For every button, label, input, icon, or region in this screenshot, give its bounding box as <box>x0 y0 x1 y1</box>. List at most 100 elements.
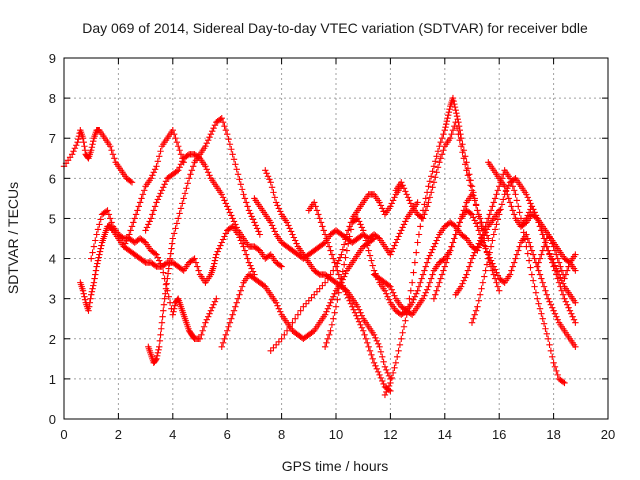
data-point <box>536 223 544 230</box>
data-point <box>389 245 397 252</box>
data-point <box>338 251 345 258</box>
data-point <box>157 148 164 155</box>
data-point <box>347 300 355 307</box>
data-point <box>81 296 89 303</box>
data-point <box>491 266 499 273</box>
data-point <box>128 223 136 230</box>
data-point <box>482 267 489 274</box>
data-point <box>543 235 550 242</box>
data-point <box>388 248 395 255</box>
data-point <box>89 141 96 148</box>
data-point <box>79 287 87 294</box>
data-point <box>392 239 400 246</box>
data-point <box>218 191 225 198</box>
data-point <box>535 267 542 274</box>
series-trace-20 <box>517 203 579 306</box>
data-point <box>320 227 327 234</box>
data-point <box>170 230 178 237</box>
data-point <box>212 254 219 261</box>
data-point <box>433 237 440 244</box>
data-point <box>448 131 455 138</box>
data-point <box>558 267 565 274</box>
data-point <box>459 149 466 156</box>
data-point <box>253 225 261 232</box>
data-point <box>471 197 478 204</box>
data-point <box>383 290 390 297</box>
data-point <box>305 297 312 304</box>
data-point <box>553 265 560 272</box>
data-point <box>550 243 557 250</box>
data-point <box>468 187 476 194</box>
data-point <box>330 255 337 262</box>
data-point <box>534 215 541 222</box>
data-point <box>472 246 480 253</box>
data-point <box>510 176 518 183</box>
data-point <box>151 203 159 210</box>
data-point <box>468 255 476 262</box>
data-point <box>357 309 364 316</box>
data-point <box>195 267 202 274</box>
data-point <box>160 184 167 191</box>
data-point <box>153 199 160 206</box>
data-point <box>476 219 484 226</box>
data-point <box>423 203 431 210</box>
x-axis-label: GPS time / hours <box>282 458 389 474</box>
data-point <box>455 131 462 138</box>
data-point <box>400 185 408 192</box>
data-point <box>453 109 460 117</box>
data-point <box>320 240 327 247</box>
data-point <box>339 268 346 275</box>
data-point <box>566 307 574 314</box>
data-point <box>479 279 487 286</box>
data-point <box>421 267 428 274</box>
data-point <box>531 255 538 262</box>
data-point <box>368 351 375 359</box>
data-point <box>428 249 435 256</box>
data-point <box>225 206 232 213</box>
data-point <box>210 263 217 270</box>
data-point <box>204 169 212 176</box>
data-point <box>549 256 556 263</box>
data-point <box>430 179 438 186</box>
data-point <box>342 288 349 295</box>
data-point <box>498 201 506 208</box>
data-point <box>494 283 502 290</box>
data-point <box>425 199 432 206</box>
data-point <box>392 359 400 367</box>
data-point <box>406 197 413 204</box>
data-point <box>293 240 300 247</box>
data-point <box>428 173 435 180</box>
data-point <box>240 191 247 198</box>
data-point <box>422 289 429 296</box>
chart-title: Day 069 of 2014, Sidereal Day-to-day VTE… <box>82 20 588 36</box>
data-point <box>557 263 564 270</box>
data-point <box>274 302 281 309</box>
data-point <box>540 320 548 327</box>
data-point <box>425 255 432 262</box>
data-point <box>260 282 268 289</box>
data-point <box>485 215 492 222</box>
data-point <box>292 237 299 244</box>
data-point <box>154 196 162 203</box>
data-point <box>175 143 182 150</box>
data-point <box>494 216 502 223</box>
data-point <box>471 217 478 224</box>
data-point <box>188 167 196 174</box>
data-point <box>539 315 546 322</box>
data-point <box>324 239 332 246</box>
data-point <box>92 237 99 244</box>
data-point <box>385 282 393 289</box>
data-point <box>434 234 442 241</box>
data-point <box>536 305 544 312</box>
data-point <box>179 266 186 273</box>
data-point <box>326 302 333 309</box>
data-point <box>120 243 128 250</box>
data-point <box>202 163 209 170</box>
data-point <box>376 199 383 206</box>
data-point <box>230 307 238 314</box>
data-point <box>381 391 389 399</box>
data-point <box>292 315 299 322</box>
data-point <box>315 211 322 218</box>
data-point <box>396 341 404 348</box>
data-point <box>377 374 385 382</box>
